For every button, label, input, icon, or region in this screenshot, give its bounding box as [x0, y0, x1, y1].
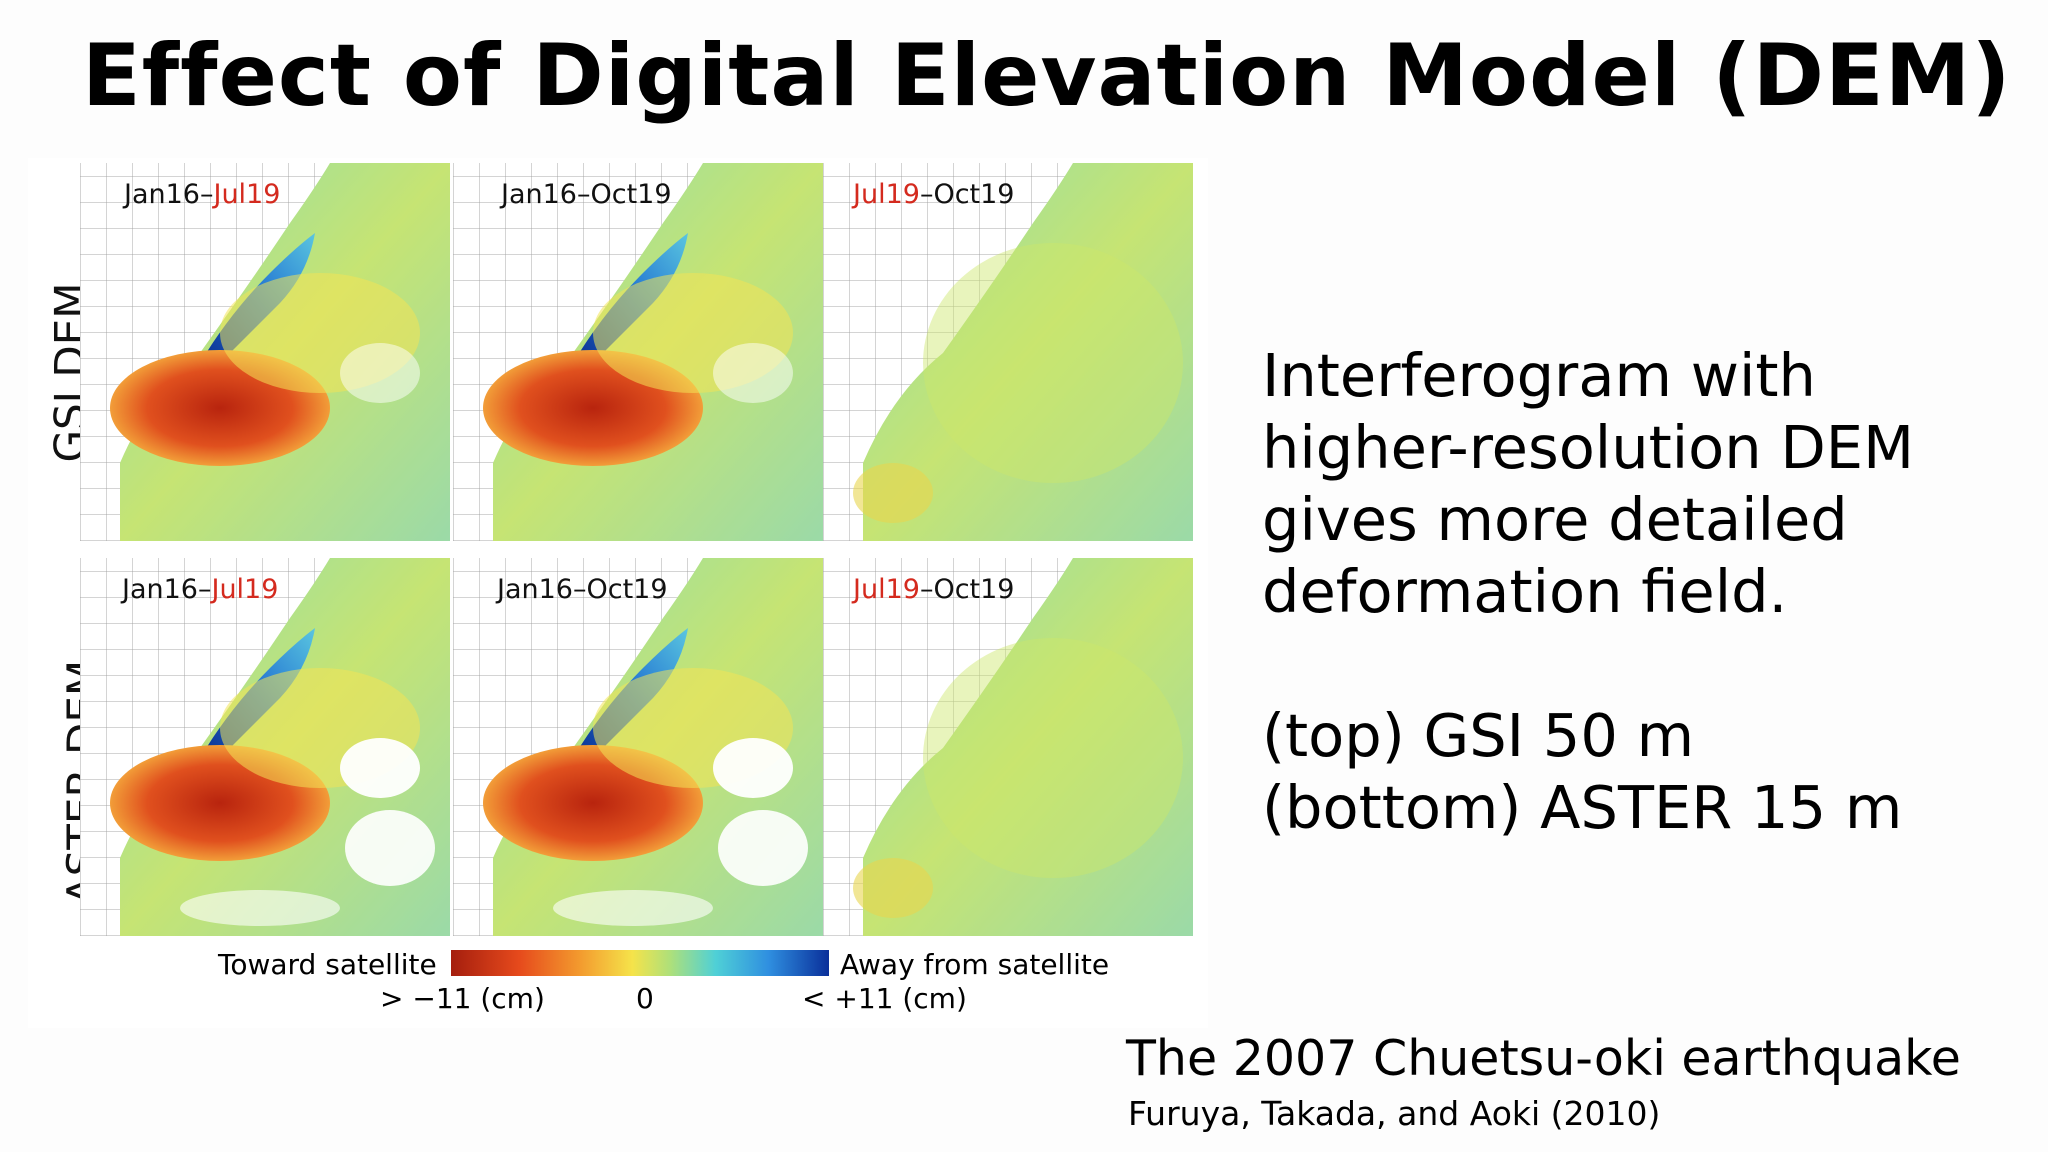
panel-start-date: Jan16: [501, 179, 577, 210]
figure-caption: The 2007 Chuetsu-oki earthquake: [1126, 1030, 1961, 1087]
colorbar: [451, 950, 829, 976]
colorbar-tick-zero: 0: [636, 982, 654, 1015]
slide-title: Effect of Digital Elevation Model (DEM): [82, 26, 2012, 126]
description-line: Interferogram with: [1262, 341, 1816, 410]
panel-start-date: Jul19: [853, 574, 920, 605]
colorbar-right-label: Away from satellite: [840, 948, 1110, 981]
description-detail-line: (top) GSI 50 m: [1262, 701, 1695, 770]
panel-start-date: Jan16: [124, 179, 200, 210]
panel-date-separator: –: [199, 179, 214, 210]
interferogram-panel: Jan16–Jul19: [80, 558, 450, 936]
interferogram-panel: Jul19–Oct19: [823, 558, 1193, 936]
description-line: gives more detailed: [1262, 485, 1848, 554]
panel-date-separator: –: [919, 179, 934, 210]
colorbar-tick-max: < +11 (cm): [802, 982, 967, 1015]
interferogram-panel: Jan16–Oct19: [453, 558, 823, 936]
panel-end-date: Oct19: [590, 179, 672, 210]
panel-start-date: Jan16: [497, 574, 573, 605]
description-line: higher-resolution DEM: [1262, 413, 1914, 482]
colorbar-tick-min: > −11 (cm): [380, 982, 545, 1015]
interferogram-figure: GSI DEM ASTER DEM Jan16–Jul19Jan16–Oct19…: [28, 158, 1208, 1028]
deformation-map: [110, 558, 450, 936]
panel-end-date: Jul19: [211, 574, 279, 605]
description: Interferogram with higher-resolution DEM…: [1262, 340, 2022, 844]
panel-start-date: Jan16: [122, 574, 198, 605]
panel-date-separator: –: [576, 179, 591, 210]
panel-date-label: Jan16–Oct19: [501, 179, 672, 210]
panel-date-label: Jul19–Oct19: [853, 574, 1014, 605]
interferogram-panel: Jul19–Oct19: [823, 163, 1193, 541]
deformation-map: [853, 163, 1193, 541]
interferogram-panel: Jan16–Oct19: [453, 163, 823, 541]
panel-end-date: Oct19: [933, 574, 1015, 605]
panel-end-date: Oct19: [586, 574, 668, 605]
colorbar-left-label: Toward satellite: [218, 948, 437, 981]
citation: Furuya, Takada, and Aoki (2010): [1128, 1094, 1661, 1133]
description-line: deformation field.: [1262, 557, 1788, 626]
panel-date-separator: –: [572, 574, 587, 605]
panel-end-date: Oct19: [933, 179, 1015, 210]
panel-date-label: Jul19–Oct19: [853, 179, 1014, 210]
panel-start-date: Jul19: [853, 179, 920, 210]
deformation-map: [853, 558, 1193, 936]
deformation-map: [110, 163, 450, 541]
panel-date-separator: –: [197, 574, 212, 605]
panel-end-date: Jul19: [213, 179, 281, 210]
panel-date-label: Jan16–Jul19: [124, 179, 280, 210]
interferogram-panel: Jan16–Jul19: [80, 163, 450, 541]
panel-date-label: Jan16–Jul19: [122, 574, 278, 605]
deformation-map: [483, 558, 823, 936]
panel-date-label: Jan16–Oct19: [497, 574, 668, 605]
panel-date-separator: –: [919, 574, 934, 605]
description-detail-line: (bottom) ASTER 15 m: [1262, 773, 1903, 842]
deformation-map: [483, 163, 823, 541]
